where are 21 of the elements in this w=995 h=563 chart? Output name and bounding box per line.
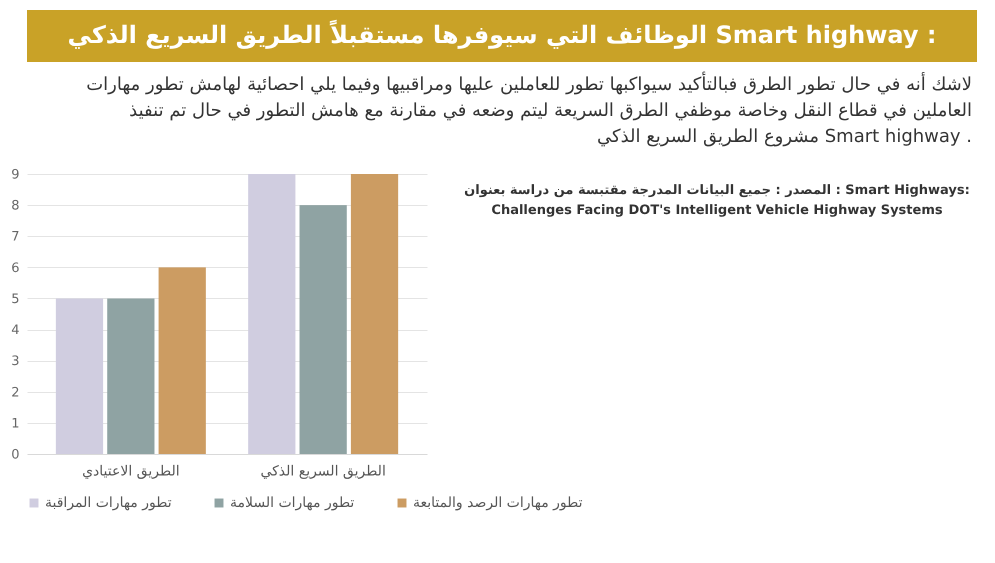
- bar: [158, 267, 206, 454]
- y-tick-label: 7: [11, 230, 20, 245]
- x-tick-label: الطريق السريع الذكي: [260, 464, 386, 480]
- x-tick-label: الطريق الاعتيادي: [82, 464, 180, 480]
- bar: [300, 205, 347, 454]
- y-tick-label: 8: [11, 198, 20, 214]
- y-tick-label: 9: [11, 168, 20, 182]
- y-tick-label: 4: [11, 323, 20, 338]
- bar: [350, 174, 398, 454]
- y-tick-label: 1: [11, 416, 20, 432]
- y-tick-label: 3: [11, 354, 20, 370]
- text: لاشك أنه في حال تطور الطرق فبالتأكيد سيواكبها تطور للعاملين عليها ومراقبيها وفيما يلي احصائية لهامش تطور مهارات العاملين في قطاع النقل وخاصة موظفي الطرق السريعة ليتم وضعه في مقارنة مع هامش التطور في حال تم تنفيذ مشروع الطريق السريع الذكي Smart highway .: [86, 71, 972, 147]
- legend-label: تطور مهارات السلامة: [230, 495, 354, 511]
- y-tick-label: 5: [11, 292, 20, 307]
- legend-label: تطور مهارات الرصد والمتابعة: [413, 495, 583, 511]
- legend-label: تطور مهارات المراقبة: [45, 495, 172, 511]
- bar: [107, 298, 154, 454]
- y-tick-label: 6: [11, 260, 20, 276]
- y-tick-label: 2: [11, 385, 20, 400]
- y-tick-label: 0: [11, 448, 20, 462]
- text: الوظائف التي سيوفرها مستقبلاً الطريق السريع الذكي Smart highway :: [68, 19, 936, 49]
